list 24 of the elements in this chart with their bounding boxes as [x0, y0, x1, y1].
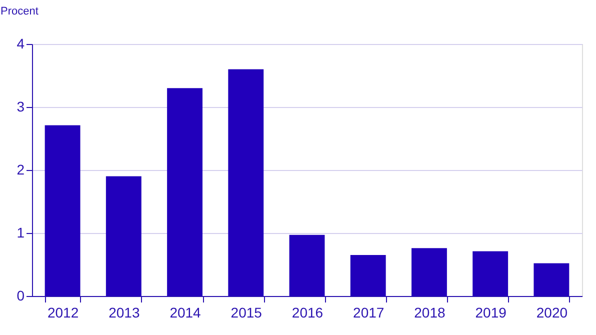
x-tick-label: 2017 [353, 304, 384, 320]
bar [44, 125, 80, 296]
bar [472, 251, 508, 296]
y-tick-label: 1 [16, 224, 25, 240]
x-tick-label: 2012 [47, 304, 79, 320]
bar [412, 248, 447, 296]
y-tick-label: 0 [16, 288, 25, 304]
x-tick-label: 2013 [108, 304, 140, 320]
y-axis-title: Procent [0, 6, 38, 18]
x-tick-label: 2020 [536, 304, 568, 320]
y-tick-label: 4 [16, 36, 25, 52]
x-tick-label: 2016 [292, 304, 324, 320]
bar [350, 255, 386, 296]
bar [289, 234, 325, 296]
x-tick-label: 2015 [230, 304, 262, 320]
y-tick-label: 3 [16, 98, 25, 114]
bar [106, 176, 142, 296]
bar [534, 263, 570, 296]
x-tick-label: 2019 [475, 304, 507, 320]
x-tick-label: 2014 [170, 304, 202, 320]
bar [228, 69, 264, 296]
bar [167, 88, 202, 296]
y-tick-label: 2 [16, 162, 25, 178]
x-tick-label: 2018 [414, 304, 446, 320]
